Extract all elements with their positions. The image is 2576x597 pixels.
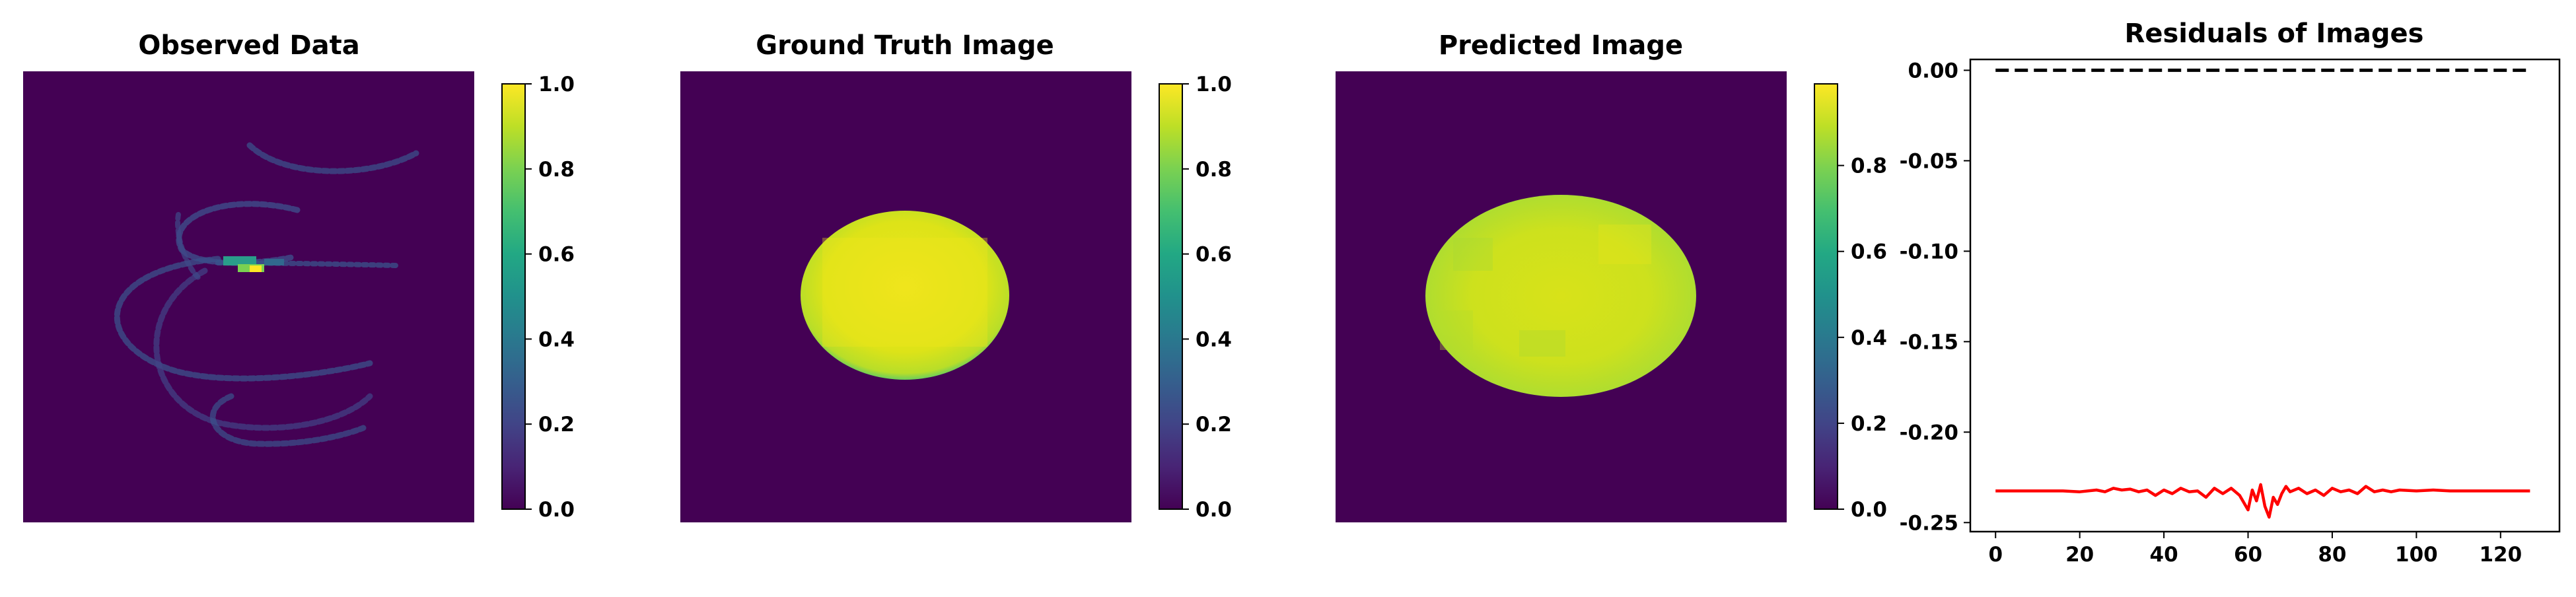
residuals-title: Residuals of Images [2125,18,2424,49]
sinogram-arc [209,393,367,447]
observed-data-hotspot [223,256,256,265]
observed-data-colorbar: 0.0 0.2 0.4 0.6 0.8 1.0 [501,73,575,522]
residuals-plot-area [1969,58,2561,533]
panel-ground-truth: Ground Truth Image 0.0 0.2 0.4 0.6 0.8 1.0 [680,30,1232,522]
ground-truth-inner-band [822,238,987,347]
sinogram-arc [153,267,373,431]
predicted-texture [1440,225,1651,357]
colorbar-gradient [1814,83,1838,510]
y-tick-label: -0.10 [1900,240,1958,263]
colorbar-tick-label: 0.6 [1851,240,1887,264]
colorbar-tick-label: 0.0 [1196,498,1232,522]
texture-patch [1440,310,1473,350]
colorbar-tick-label: 0.8 [1196,158,1232,182]
y-tick-label: -0.15 [1900,330,1958,354]
colorbar-tick-label: 1.0 [538,73,575,96]
observed-data-title: Observed Data [138,30,359,61]
sinogram-arc [114,256,373,382]
colorbar-tick-label: 0.4 [1851,326,1887,350]
x-tick-label: 20 [2065,543,2094,567]
x-tick-label: 100 [2395,543,2438,567]
colorbar-tick-label: 0.4 [1196,328,1232,351]
panel-predicted: Predicted Image 0.0 0.2 0.4 0.6 0.8 [1336,30,1887,522]
texture-patch [1519,330,1565,357]
x-tick-label: 120 [2479,543,2522,567]
ground-truth-title: Ground Truth Image [756,30,1054,61]
observed-data-image [23,71,474,522]
texture-patch [1598,225,1651,264]
colorbar-tick-label: 0.2 [1196,413,1232,437]
ground-truth-disk [801,211,1009,380]
ground-truth-colorbar: 0.0 0.2 0.4 0.6 0.8 1.0 [1159,73,1232,522]
colorbar-tick-label: 0.8 [538,158,575,182]
y-tick-label: -0.20 [1900,421,1958,444]
colorbar-tick-label: 0.6 [538,243,575,267]
colorbar-tick-label: 0.2 [538,413,575,437]
colorbar-tick-label: 0.4 [538,328,575,351]
x-tick-label: 0 [1988,543,2003,567]
predicted-title: Predicted Image [1439,30,1683,61]
y-tick-label: -0.25 [1900,511,1958,535]
colorbar-tick-label: 0.0 [538,498,575,522]
colorbar-tick-label: 0.2 [1851,412,1887,436]
x-tick-label: 80 [2318,543,2346,567]
colorbar-tick-label: 0.8 [1851,155,1887,178]
texture-patch [1453,238,1493,271]
sinogram-arc [246,142,419,174]
y-tick-label: 0.00 [1908,59,1959,83]
observed-data-hotspot [264,259,284,265]
sinogram-arc [175,212,201,280]
colorbar-tick-label: 0.0 [1851,498,1887,522]
colorbar-gradient [501,83,526,510]
panel-observed-data: Observed Data 0.0 0.2 0.4 0.6 0.8 1.0 [23,30,575,522]
x-tick-label: 60 [2234,543,2262,567]
y-tick-label: -0.05 [1900,149,1958,173]
colorbar-tick-label: 1.0 [1196,73,1232,96]
panel-residuals: Residuals of Images 0 20 40 60 80 100 120 0.00 -… [1900,18,2561,567]
residual-series-line [1995,483,2530,519]
colorbar-gradient [1159,83,1183,510]
x-tick-label: 40 [2150,543,2178,567]
predicted-disk [1425,195,1696,397]
observed-data-hotspot [250,265,262,272]
colorbar-tick-label: 0.6 [1196,243,1232,267]
predicted-colorbar: 0.0 0.2 0.4 0.6 0.8 [1814,83,1887,522]
